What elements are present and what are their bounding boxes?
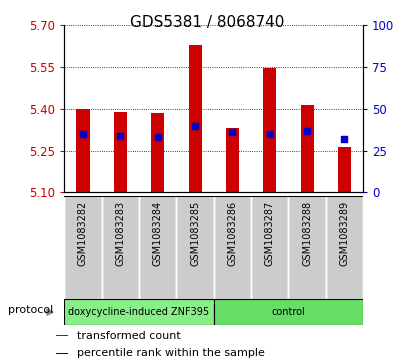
Bar xyxy=(326,196,363,299)
Text: GSM1083287: GSM1083287 xyxy=(265,201,275,266)
Point xyxy=(117,133,124,139)
Bar xyxy=(288,196,326,299)
Text: GDS5381 / 8068740: GDS5381 / 8068740 xyxy=(130,15,285,29)
Text: doxycycline-induced ZNF395: doxycycline-induced ZNF395 xyxy=(68,307,210,317)
Bar xyxy=(188,45,202,192)
Bar xyxy=(300,105,314,192)
Bar xyxy=(251,196,288,299)
Point xyxy=(229,129,236,135)
Bar xyxy=(76,109,90,192)
Point xyxy=(192,123,198,129)
Text: transformed count: transformed count xyxy=(77,331,181,341)
Point xyxy=(80,131,86,137)
Text: GSM1083285: GSM1083285 xyxy=(190,201,200,266)
Bar xyxy=(338,147,351,192)
Bar xyxy=(151,113,164,192)
Bar xyxy=(214,299,363,325)
Bar xyxy=(56,353,68,354)
Bar xyxy=(214,196,251,299)
Bar xyxy=(263,68,276,192)
Text: GSM1083288: GSM1083288 xyxy=(302,201,312,266)
Text: GSM1083289: GSM1083289 xyxy=(339,201,349,266)
Point xyxy=(341,136,348,142)
Bar xyxy=(114,112,127,192)
Bar xyxy=(64,196,102,299)
Text: GSM1083284: GSM1083284 xyxy=(153,201,163,266)
Point xyxy=(266,131,273,137)
Bar xyxy=(139,196,176,299)
Bar xyxy=(176,196,214,299)
Point xyxy=(304,128,310,134)
Bar xyxy=(56,335,68,337)
Text: protocol: protocol xyxy=(8,305,54,315)
Text: GSM1083282: GSM1083282 xyxy=(78,201,88,266)
Point xyxy=(154,134,161,140)
Bar xyxy=(102,196,139,299)
Text: control: control xyxy=(271,307,305,317)
Bar xyxy=(64,299,214,325)
Text: GSM1083283: GSM1083283 xyxy=(115,201,125,266)
Bar xyxy=(226,128,239,192)
Text: percentile rank within the sample: percentile rank within the sample xyxy=(77,348,265,359)
Text: GSM1083286: GSM1083286 xyxy=(227,201,237,266)
